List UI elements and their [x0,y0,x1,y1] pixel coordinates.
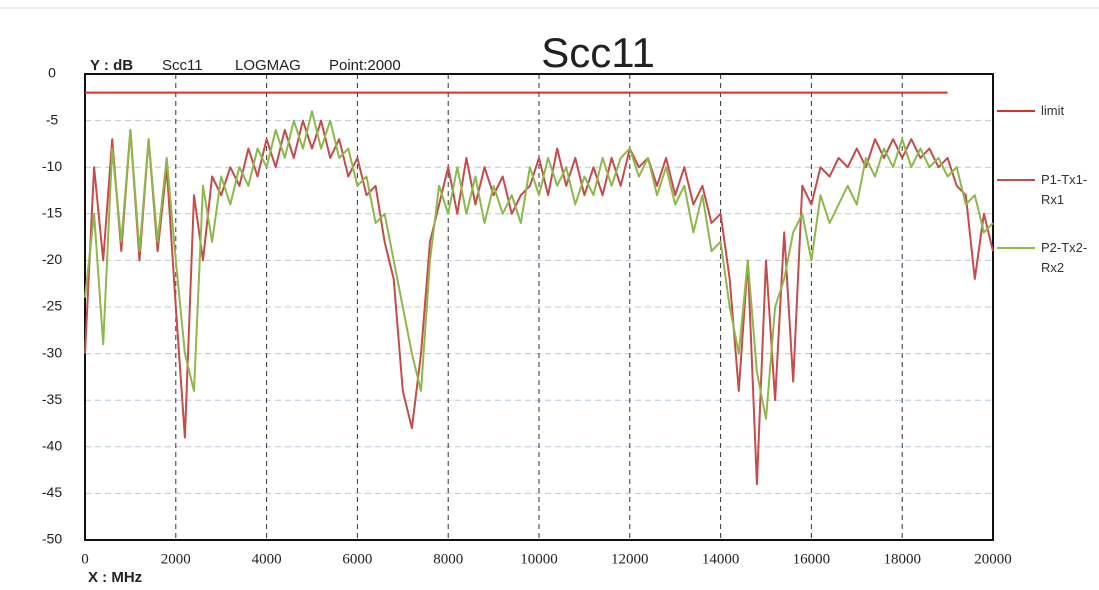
y-tick-label: -30 [42,344,62,360]
x-tick-label: 12000 [611,551,649,567]
x-tick-label: 2000 [161,551,191,567]
series-line [84,110,994,420]
y-tick-label: -45 [42,484,62,500]
y-tick-label: -15 [42,205,62,221]
x-tick-label: 14000 [702,551,740,567]
header-points: Point:2000 [329,57,401,74]
y-tick-label: 0 [48,65,56,81]
x-tick-label: 8000 [433,551,463,567]
y-tick-label: -25 [42,298,62,314]
y-tick-label: -10 [42,158,62,174]
x-tick-label: 16000 [793,551,831,567]
y-tick-label: -40 [42,438,62,454]
y-tick-label: -20 [42,251,62,267]
y-tick-label: -5 [46,111,59,127]
y-tick-label: -35 [42,391,62,407]
y-tick-label: -50 [42,531,62,547]
legend-label: P1-Tx1-Rx1 [1041,172,1088,207]
legend-label: limit [1041,103,1065,118]
x-axis-label: X : MHz [88,569,142,586]
y-unit: Y : dB [90,57,133,74]
header-format: LOGMAG [235,57,301,74]
x-tick-label: 10000 [520,551,558,567]
x-tick-label: 4000 [252,551,282,567]
chart-title: Scc11 [541,29,655,76]
plot-frame [84,73,994,541]
x-tick-label: 0 [81,551,89,567]
legend-label: P2-Tx2-Rx2 [1041,240,1088,275]
x-tick-label: 20000 [974,551,1012,567]
x-tick-label: 18000 [883,551,921,567]
header-param: Scc11 [162,57,203,74]
x-tick-label: 6000 [342,551,372,567]
